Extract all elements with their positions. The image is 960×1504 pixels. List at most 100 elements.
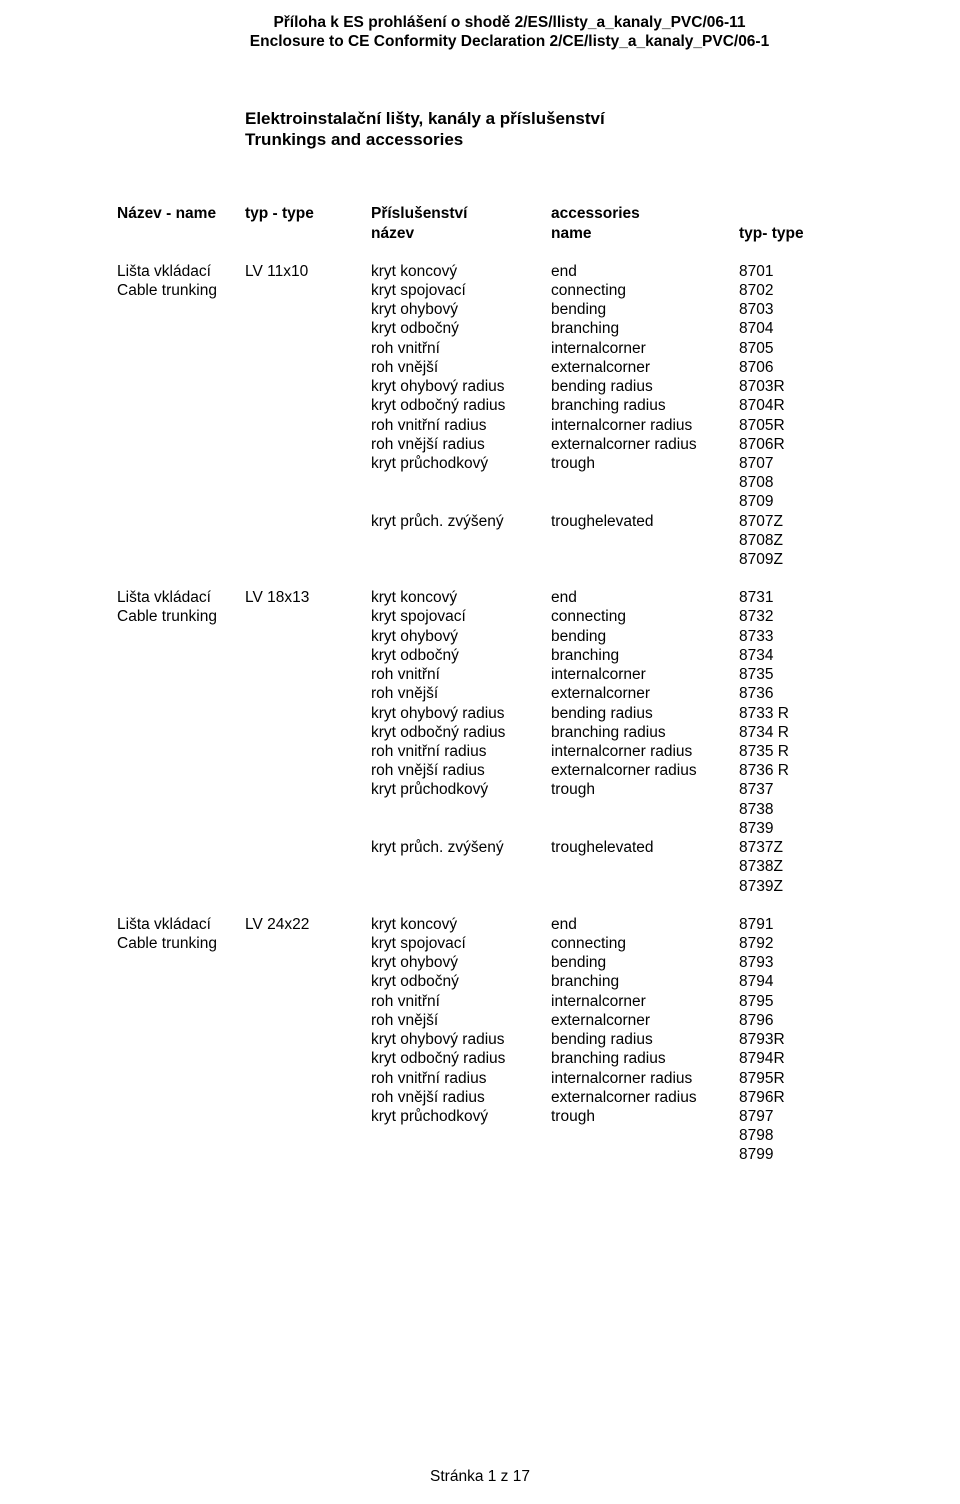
- code-cell: 8707: [739, 454, 859, 473]
- product-type-cell: [245, 512, 371, 531]
- product-type-cell: [245, 646, 371, 665]
- table-row: kryt odbočný radiusbranching radius8794R: [117, 1049, 902, 1068]
- accessory-en-cell: internalcorner radius: [551, 416, 739, 435]
- product-name-cell: [117, 742, 245, 761]
- product-name-cell: [117, 627, 245, 646]
- accessory-cz-cell: kryt průch. zvýšený: [371, 838, 551, 857]
- product-name-cell: [117, 319, 245, 338]
- code-cell: 8738: [739, 800, 859, 819]
- product-name-cell: [117, 723, 245, 742]
- accessory-cz-cell: kryt odbočný radius: [371, 396, 551, 415]
- accessory-en-cell: [551, 550, 739, 569]
- accessory-en-cell: bending radius: [551, 704, 739, 723]
- product-name-cell: Cable trunking: [117, 281, 245, 300]
- accessory-cz-cell: [371, 531, 551, 550]
- product-name-cell: [117, 684, 245, 703]
- code-cell: 8709Z: [739, 550, 859, 569]
- product-type-cell: [245, 416, 371, 435]
- code-cell: 8704R: [739, 396, 859, 415]
- accessory-en-cell: connecting: [551, 934, 739, 953]
- product-name-cell: [117, 435, 245, 454]
- product-type-cell: [245, 627, 371, 646]
- product-type-cell: [245, 300, 371, 319]
- accessory-en-cell: [551, 531, 739, 550]
- product-type-cell: LV 11x10: [245, 262, 371, 281]
- product-groups: Lišta vkládacíLV 11x10kryt koncovýend870…: [117, 262, 902, 1165]
- product-name-cell: [117, 953, 245, 972]
- table-row: kryt průch. zvýšenýtroughelevated8737Z: [117, 838, 902, 857]
- code-cell: 8736 R: [739, 761, 859, 780]
- code-cell: 8794: [739, 972, 859, 991]
- code-cell: 8737Z: [739, 838, 859, 857]
- product-type-cell: [245, 742, 371, 761]
- code-cell: 8798: [739, 1126, 859, 1145]
- col-accessory-cz-header: Příslušenství: [371, 204, 551, 223]
- page-header: Příloha k ES prohlášení o shodě 2/ES/lli…: [117, 14, 902, 52]
- code-cell: 8704: [739, 319, 859, 338]
- code-cell: 8739Z: [739, 877, 859, 896]
- accessory-cz-cell: kryt ohybový radius: [371, 377, 551, 396]
- code-cell: 8701: [739, 262, 859, 281]
- code-cell: 8707Z: [739, 512, 859, 531]
- product-name-cell: [117, 1088, 245, 1107]
- accessory-cz-cell: kryt ohybový: [371, 953, 551, 972]
- accessory-en-cell: externalcorner radius: [551, 761, 739, 780]
- accessory-en-cell: internalcorner radius: [551, 742, 739, 761]
- table-row: 8798: [117, 1126, 902, 1145]
- product-type-cell: [245, 1126, 371, 1145]
- table-row: roh vnější radiusexternalcorner radius87…: [117, 435, 902, 454]
- product-type-cell: [245, 396, 371, 415]
- code-cell: 8708Z: [739, 531, 859, 550]
- accessory-en-cell: bending: [551, 300, 739, 319]
- code-cell: 8796: [739, 1011, 859, 1030]
- product-name-cell: [117, 531, 245, 550]
- accessory-en-cell: [551, 819, 739, 838]
- accessory-en-cell: externalcorner: [551, 358, 739, 377]
- accessory-cz-cell: [371, 550, 551, 569]
- accessory-en-cell: bending: [551, 953, 739, 972]
- table-row: Cable trunkingkryt spojovacíconnecting87…: [117, 281, 902, 300]
- code-cell: 8705: [739, 339, 859, 358]
- code-cell: 8793R: [739, 1030, 859, 1049]
- product-name-cell: [117, 992, 245, 1011]
- accessory-cz-cell: roh vnější radius: [371, 761, 551, 780]
- code-cell: 8703R: [739, 377, 859, 396]
- accessory-cz-cell: roh vnější radius: [371, 1088, 551, 1107]
- product-type-cell: [245, 1030, 371, 1049]
- code-cell: 8706R: [739, 435, 859, 454]
- table-row: roh vnitřníinternalcorner8795: [117, 992, 902, 1011]
- table-row: Lišta vkládacíLV 24x22kryt koncovýend879…: [117, 915, 902, 934]
- accessory-en-cell: connecting: [551, 607, 739, 626]
- product-name-cell: Cable trunking: [117, 934, 245, 953]
- product-name-cell: [117, 1107, 245, 1126]
- table-row: 8709: [117, 492, 902, 511]
- code-cell: 8795R: [739, 1069, 859, 1088]
- accessory-en-cell: branching radius: [551, 723, 739, 742]
- table-row: kryt ohybovýbending8703: [117, 300, 902, 319]
- product-type-cell: [245, 358, 371, 377]
- product-type-cell: [245, 761, 371, 780]
- accessory-en-cell: branching: [551, 972, 739, 991]
- code-cell: 8738Z: [739, 857, 859, 876]
- product-type-cell: [245, 435, 371, 454]
- table-row: kryt ohybový radiusbending radius8733 R: [117, 704, 902, 723]
- accessory-en-cell: externalcorner radius: [551, 435, 739, 454]
- table-row: kryt ohybovýbending8793: [117, 953, 902, 972]
- accessory-cz-cell: roh vnější: [371, 358, 551, 377]
- table-row: Cable trunkingkryt spojovacíconnecting87…: [117, 934, 902, 953]
- code-cell: 8732: [739, 607, 859, 626]
- accessory-cz-cell: kryt odbočný radius: [371, 1049, 551, 1068]
- table-row: kryt průchodkovýtrough8797: [117, 1107, 902, 1126]
- product-name-cell: [117, 800, 245, 819]
- document-title: Elektroinstalační lišty, kanály a příslu…: [245, 108, 902, 151]
- product-name-cell: [117, 972, 245, 991]
- accessory-cz-cell: kryt koncový: [371, 588, 551, 607]
- accessory-en-cell: [551, 877, 739, 896]
- product-name-cell: [117, 819, 245, 838]
- accessory-cz-cell: kryt spojovací: [371, 934, 551, 953]
- accessory-en-cell: [551, 800, 739, 819]
- accessory-cz-cell: roh vnější radius: [371, 435, 551, 454]
- code-cell: 8797: [739, 1107, 859, 1126]
- col-accessory-cz-sub: název: [371, 224, 551, 243]
- product-type-cell: [245, 819, 371, 838]
